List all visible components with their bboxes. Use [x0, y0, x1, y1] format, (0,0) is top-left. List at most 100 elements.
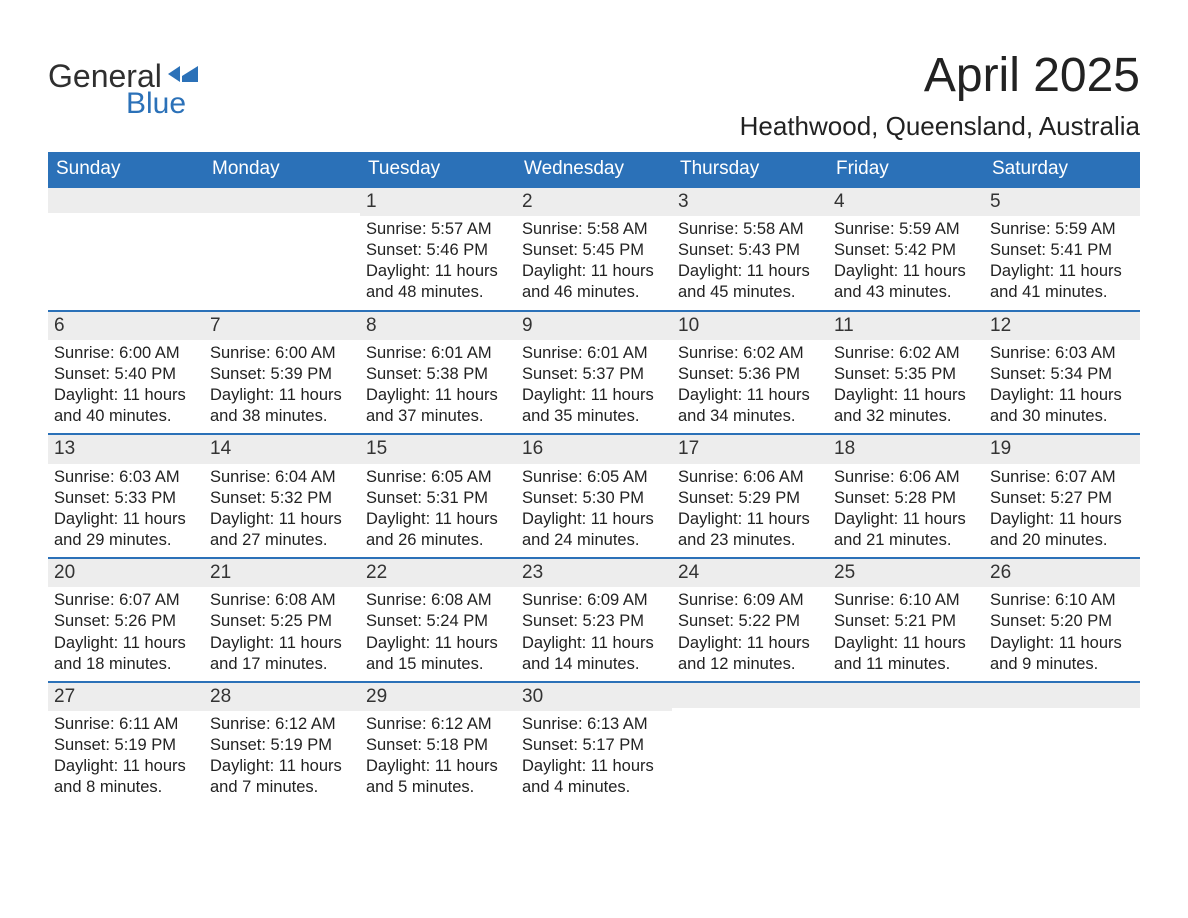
day-number: 5 — [984, 188, 1140, 216]
sunrise-text: Sunrise: 6:01 AM — [366, 343, 510, 364]
week-row: 20Sunrise: 6:07 AMSunset: 5:26 PMDayligh… — [48, 557, 1140, 681]
daylight-text: Daylight: 11 hours and 4 minutes. — [522, 756, 666, 798]
day-cell: 8Sunrise: 6:01 AMSunset: 5:38 PMDaylight… — [360, 312, 516, 434]
day-cell: 4Sunrise: 5:59 AMSunset: 5:42 PMDaylight… — [828, 188, 984, 310]
day-body: Sunrise: 6:02 AMSunset: 5:35 PMDaylight:… — [828, 340, 984, 433]
calendar-page: General Blue April 2025 Heathwood, Queen… — [0, 0, 1188, 845]
day-of-week-header: Thursday — [672, 152, 828, 186]
day-body: Sunrise: 6:11 AMSunset: 5:19 PMDaylight:… — [48, 711, 204, 804]
sunrise-text: Sunrise: 5:59 AM — [990, 219, 1134, 240]
day-body: Sunrise: 6:09 AMSunset: 5:22 PMDaylight:… — [672, 587, 828, 680]
day-number: 27 — [48, 683, 204, 711]
day-cell: 28Sunrise: 6:12 AMSunset: 5:19 PMDayligh… — [204, 683, 360, 805]
sunset-text: Sunset: 5:32 PM — [210, 488, 354, 509]
day-cell: 21Sunrise: 6:08 AMSunset: 5:25 PMDayligh… — [204, 559, 360, 681]
daylight-text: Daylight: 11 hours and 48 minutes. — [366, 261, 510, 303]
day-body: Sunrise: 6:12 AMSunset: 5:18 PMDaylight:… — [360, 711, 516, 804]
day-number: 1 — [360, 188, 516, 216]
day-body: Sunrise: 6:12 AMSunset: 5:19 PMDaylight:… — [204, 711, 360, 804]
day-body: Sunrise: 6:01 AMSunset: 5:38 PMDaylight:… — [360, 340, 516, 433]
day-number: 2 — [516, 188, 672, 216]
day-cell: 19Sunrise: 6:07 AMSunset: 5:27 PMDayligh… — [984, 435, 1140, 557]
day-body: Sunrise: 6:05 AMSunset: 5:31 PMDaylight:… — [360, 464, 516, 557]
day-body: Sunrise: 5:57 AMSunset: 5:46 PMDaylight:… — [360, 216, 516, 309]
sunrise-text: Sunrise: 6:12 AM — [366, 714, 510, 735]
daylight-text: Daylight: 11 hours and 9 minutes. — [990, 633, 1134, 675]
sunrise-text: Sunrise: 6:06 AM — [834, 467, 978, 488]
day-body: Sunrise: 6:09 AMSunset: 5:23 PMDaylight:… — [516, 587, 672, 680]
day-cell: 17Sunrise: 6:06 AMSunset: 5:29 PMDayligh… — [672, 435, 828, 557]
day-number: 24 — [672, 559, 828, 587]
week-row: 27Sunrise: 6:11 AMSunset: 5:19 PMDayligh… — [48, 681, 1140, 805]
day-number: 25 — [828, 559, 984, 587]
day-of-week-header: Saturday — [984, 152, 1140, 186]
sunset-text: Sunset: 5:17 PM — [522, 735, 666, 756]
daylight-text: Daylight: 11 hours and 8 minutes. — [54, 756, 198, 798]
logo: General Blue — [48, 58, 200, 121]
day-cell: 10Sunrise: 6:02 AMSunset: 5:36 PMDayligh… — [672, 312, 828, 434]
daylight-text: Daylight: 11 hours and 5 minutes. — [366, 756, 510, 798]
location-subtitle: Heathwood, Queensland, Australia — [740, 111, 1140, 142]
sunset-text: Sunset: 5:19 PM — [54, 735, 198, 756]
daylight-text: Daylight: 11 hours and 37 minutes. — [366, 385, 510, 427]
day-of-week-header: Wednesday — [516, 152, 672, 186]
day-number: 28 — [204, 683, 360, 711]
sunrise-text: Sunrise: 5:58 AM — [522, 219, 666, 240]
day-body: Sunrise: 6:05 AMSunset: 5:30 PMDaylight:… — [516, 464, 672, 557]
sunrise-text: Sunrise: 6:07 AM — [54, 590, 198, 611]
day-cell: 15Sunrise: 6:05 AMSunset: 5:31 PMDayligh… — [360, 435, 516, 557]
sunrise-text: Sunrise: 6:00 AM — [210, 343, 354, 364]
day-number — [204, 188, 360, 213]
week-row: 13Sunrise: 6:03 AMSunset: 5:33 PMDayligh… — [48, 433, 1140, 557]
day-cell: 24Sunrise: 6:09 AMSunset: 5:22 PMDayligh… — [672, 559, 828, 681]
sunset-text: Sunset: 5:19 PM — [210, 735, 354, 756]
sunrise-text: Sunrise: 6:09 AM — [522, 590, 666, 611]
day-number: 8 — [360, 312, 516, 340]
day-body: Sunrise: 5:58 AMSunset: 5:43 PMDaylight:… — [672, 216, 828, 309]
sunset-text: Sunset: 5:38 PM — [366, 364, 510, 385]
day-number: 15 — [360, 435, 516, 463]
day-body: Sunrise: 6:03 AMSunset: 5:33 PMDaylight:… — [48, 464, 204, 557]
sunrise-text: Sunrise: 5:59 AM — [834, 219, 978, 240]
day-number: 11 — [828, 312, 984, 340]
sunrise-text: Sunrise: 6:12 AM — [210, 714, 354, 735]
day-cell: 1Sunrise: 5:57 AMSunset: 5:46 PMDaylight… — [360, 188, 516, 310]
day-body — [672, 708, 828, 712]
sunrise-text: Sunrise: 6:13 AM — [522, 714, 666, 735]
sunset-text: Sunset: 5:25 PM — [210, 611, 354, 632]
daylight-text: Daylight: 11 hours and 46 minutes. — [522, 261, 666, 303]
daylight-text: Daylight: 11 hours and 27 minutes. — [210, 509, 354, 551]
sunset-text: Sunset: 5:28 PM — [834, 488, 978, 509]
sunset-text: Sunset: 5:29 PM — [678, 488, 822, 509]
day-number — [828, 683, 984, 708]
sunset-text: Sunset: 5:27 PM — [990, 488, 1134, 509]
day-body: Sunrise: 6:13 AMSunset: 5:17 PMDaylight:… — [516, 711, 672, 804]
day-number: 23 — [516, 559, 672, 587]
day-body: Sunrise: 6:01 AMSunset: 5:37 PMDaylight:… — [516, 340, 672, 433]
day-number: 10 — [672, 312, 828, 340]
sunset-text: Sunset: 5:30 PM — [522, 488, 666, 509]
sunrise-text: Sunrise: 6:03 AM — [990, 343, 1134, 364]
daylight-text: Daylight: 11 hours and 14 minutes. — [522, 633, 666, 675]
day-cell — [204, 188, 360, 310]
sunrise-text: Sunrise: 5:57 AM — [366, 219, 510, 240]
sunset-text: Sunset: 5:45 PM — [522, 240, 666, 261]
day-cell: 20Sunrise: 6:07 AMSunset: 5:26 PMDayligh… — [48, 559, 204, 681]
sunset-text: Sunset: 5:43 PM — [678, 240, 822, 261]
weeks-container: 1Sunrise: 5:57 AMSunset: 5:46 PMDaylight… — [48, 186, 1140, 805]
calendar-grid: SundayMondayTuesdayWednesdayThursdayFrid… — [48, 152, 1140, 805]
sunset-text: Sunset: 5:21 PM — [834, 611, 978, 632]
sunset-text: Sunset: 5:34 PM — [990, 364, 1134, 385]
daylight-text: Daylight: 11 hours and 32 minutes. — [834, 385, 978, 427]
sunrise-text: Sunrise: 6:07 AM — [990, 467, 1134, 488]
sunset-text: Sunset: 5:37 PM — [522, 364, 666, 385]
day-number: 20 — [48, 559, 204, 587]
daylight-text: Daylight: 11 hours and 7 minutes. — [210, 756, 354, 798]
day-body: Sunrise: 6:10 AMSunset: 5:20 PMDaylight:… — [984, 587, 1140, 680]
day-number: 18 — [828, 435, 984, 463]
sunrise-text: Sunrise: 6:03 AM — [54, 467, 198, 488]
day-number: 22 — [360, 559, 516, 587]
title-block: April 2025 Heathwood, Queensland, Austra… — [740, 50, 1140, 142]
sunrise-text: Sunrise: 6:08 AM — [366, 590, 510, 611]
daylight-text: Daylight: 11 hours and 12 minutes. — [678, 633, 822, 675]
